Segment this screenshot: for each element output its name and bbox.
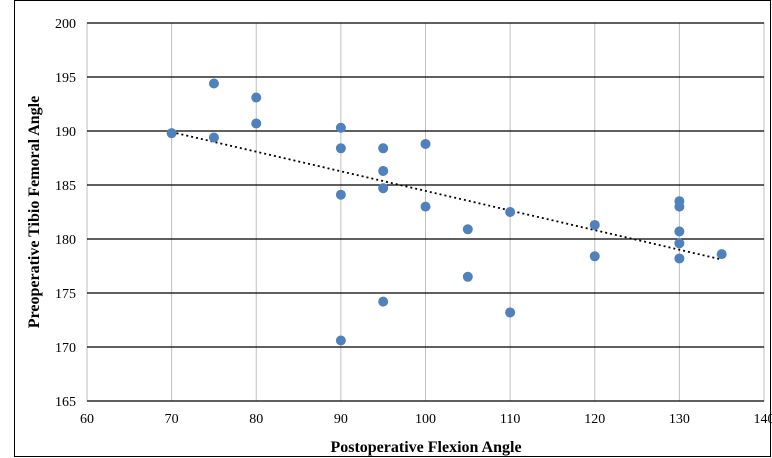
y-tick-label: 170 <box>55 341 76 356</box>
data-point <box>335 189 346 200</box>
data-point <box>420 201 431 212</box>
data-point <box>251 92 262 103</box>
y-tick-label: 190 <box>55 125 76 140</box>
x-tick-label: 110 <box>500 412 520 427</box>
data-point <box>166 128 177 139</box>
x-tick-label: 60 <box>80 412 94 427</box>
data-point <box>462 224 473 235</box>
y-tick-label: 200 <box>55 17 76 32</box>
data-point <box>589 251 600 262</box>
x-tick-label: 130 <box>669 412 690 427</box>
data-point <box>378 183 389 194</box>
y-axis-title: Preoperative Tibio Femoral Angle <box>26 96 43 328</box>
data-point <box>462 271 473 282</box>
x-tick-label: 70 <box>165 412 179 427</box>
data-point <box>716 249 727 260</box>
x-tick-label: 100 <box>415 412 436 427</box>
data-point <box>589 219 600 230</box>
y-tick-label: 185 <box>55 179 76 194</box>
data-point <box>674 226 685 237</box>
trendline-group <box>171 131 722 261</box>
data-point <box>378 143 389 154</box>
data-point <box>378 165 389 176</box>
data-point <box>208 78 219 89</box>
data-point <box>674 238 685 249</box>
gridlines <box>86 22 765 402</box>
data-points <box>166 78 727 346</box>
data-point <box>505 207 516 217</box>
data-point <box>505 307 516 318</box>
y-tick-label: 165 <box>55 395 76 410</box>
y-tick-label: 195 <box>55 71 76 86</box>
trendline <box>171 131 722 261</box>
y-tick-label: 180 <box>55 233 76 248</box>
data-point <box>674 253 685 264</box>
data-point <box>335 143 346 154</box>
data-point <box>208 132 219 143</box>
data-point <box>378 296 389 307</box>
data-point <box>420 138 431 149</box>
x-tick-label: 90 <box>334 412 348 427</box>
y-tick-label: 175 <box>55 287 76 302</box>
x-tick-label: 120 <box>584 412 605 427</box>
y-tick-labels: 165 170 175 180 185 190 195 200 <box>55 17 76 410</box>
x-tick-label: 80 <box>249 412 263 427</box>
data-point <box>335 122 346 133</box>
data-point <box>251 118 262 129</box>
x-tick-labels: 60 70 80 90 100 110 120 130 140 <box>80 412 772 427</box>
data-point <box>674 201 685 212</box>
x-axis-title: Postoperative Flexion Angle <box>330 439 521 456</box>
x-tick-label: 140 <box>754 412 772 427</box>
chart-frame <box>14 0 771 457</box>
data-point <box>335 335 346 346</box>
